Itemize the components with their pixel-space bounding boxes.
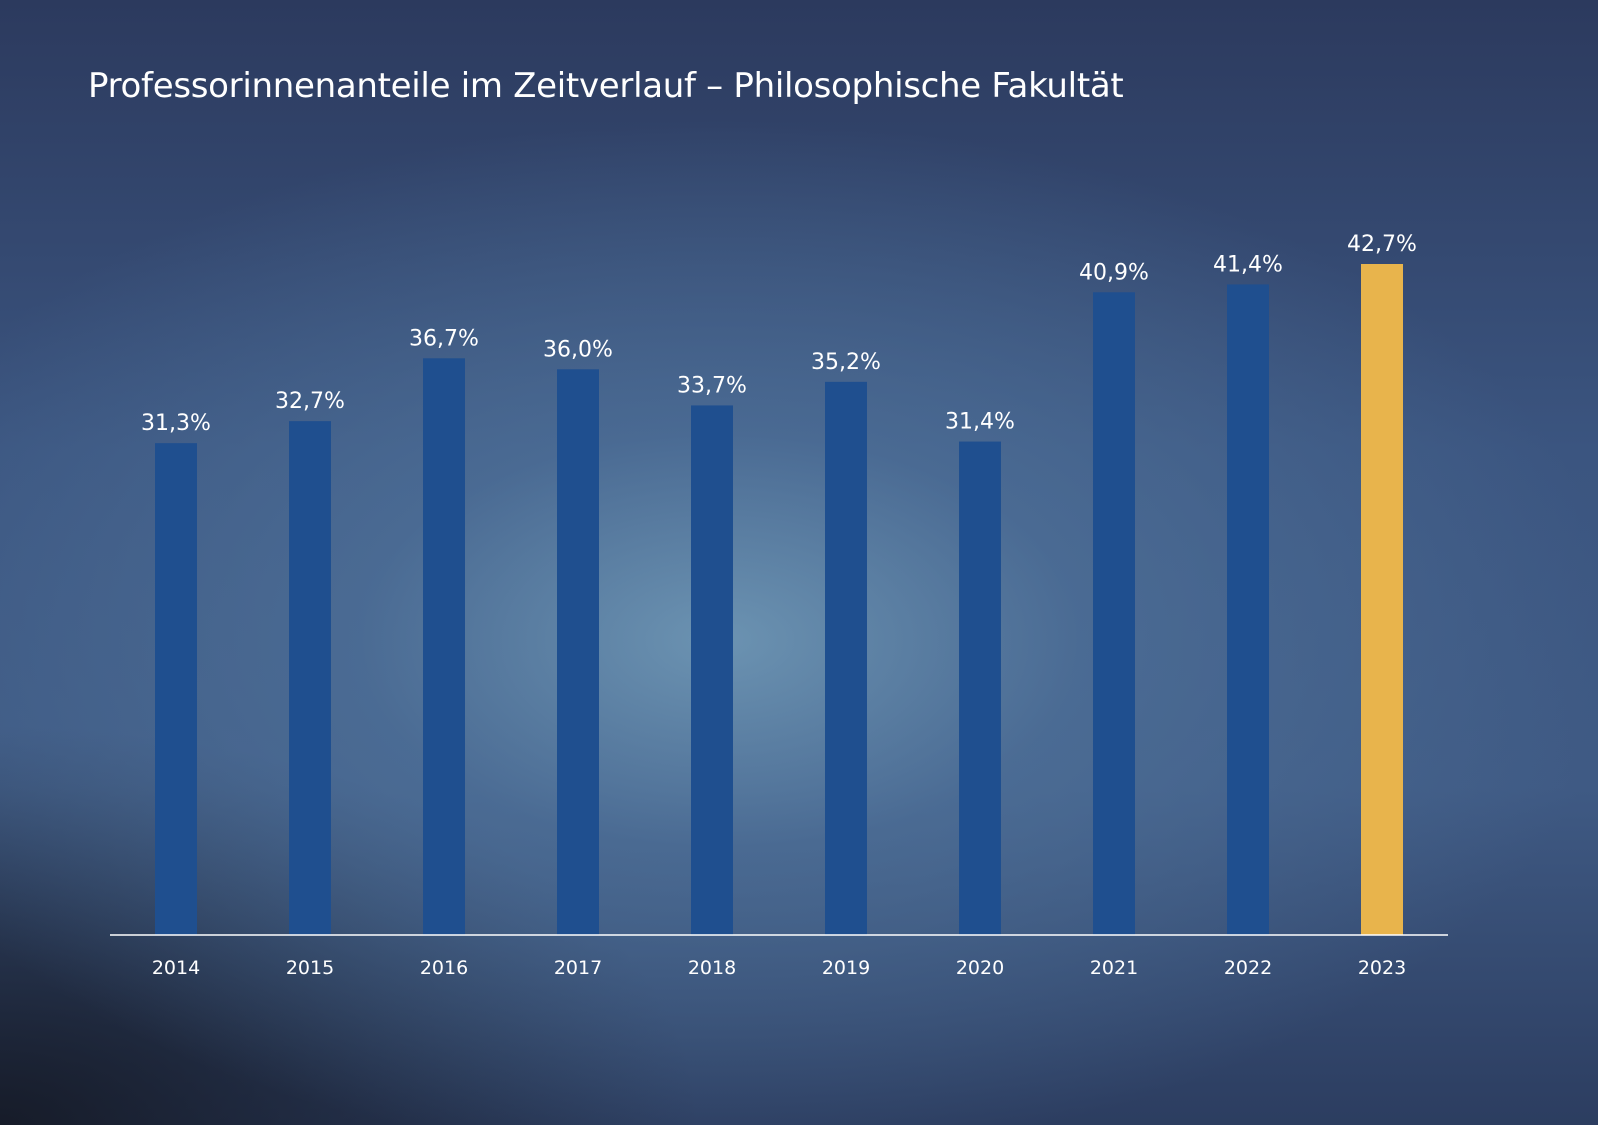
x-tick-label-2016: 2016 bbox=[420, 957, 468, 979]
value-label-2023: 42,7% bbox=[1347, 232, 1417, 257]
value-label-2014: 31,3% bbox=[141, 411, 211, 436]
bar-2021 bbox=[1093, 292, 1135, 935]
x-tick-label-2017: 2017 bbox=[554, 957, 602, 979]
bar-2023 bbox=[1361, 264, 1403, 935]
x-tick-label-2020: 2020 bbox=[956, 957, 1004, 979]
value-label-2019: 35,2% bbox=[811, 350, 881, 375]
bar-2015 bbox=[289, 421, 331, 936]
x-tick-label-2023: 2023 bbox=[1358, 957, 1406, 979]
chart-title: Professorinnenanteile im Zeitverlauf – P… bbox=[88, 66, 1124, 106]
value-label-2021: 40,9% bbox=[1079, 260, 1149, 285]
bar-2014 bbox=[155, 443, 197, 935]
bar-2017 bbox=[557, 369, 599, 935]
bar-2019 bbox=[825, 381, 867, 935]
x-tick-label-2022: 2022 bbox=[1224, 957, 1272, 979]
bar-2018 bbox=[691, 405, 733, 935]
x-tick-label-2021: 2021 bbox=[1090, 957, 1138, 979]
value-label-2020: 31,4% bbox=[945, 410, 1015, 435]
bar-2016 bbox=[423, 358, 465, 935]
x-tick-label-2014: 2014 bbox=[152, 957, 200, 979]
value-label-2022: 41,4% bbox=[1213, 252, 1283, 277]
value-label-2016: 36,7% bbox=[409, 326, 479, 351]
value-label-2017: 36,0% bbox=[543, 337, 613, 362]
x-tick-label-2015: 2015 bbox=[286, 957, 334, 979]
bar-2022 bbox=[1227, 284, 1269, 935]
x-tick-label-2019: 2019 bbox=[822, 957, 870, 979]
value-label-2018: 33,7% bbox=[677, 373, 747, 398]
value-label-2015: 32,7% bbox=[275, 389, 345, 414]
bar-2020 bbox=[959, 441, 1001, 935]
x-tick-label-2018: 2018 bbox=[688, 957, 736, 979]
